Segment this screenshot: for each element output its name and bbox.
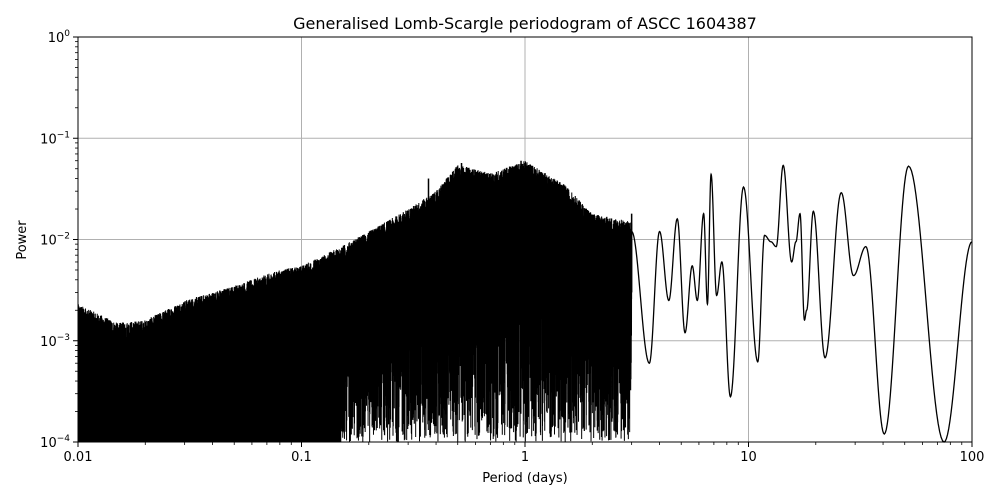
x-tick-label: 100 (960, 450, 985, 465)
y-axis-label: Power (15, 220, 30, 260)
data-series (77, 160, 973, 443)
y-tick-label: 10−1 (40, 130, 70, 147)
y-tick-label: 10−4 (40, 434, 70, 451)
periodogram-smooth-line (631, 164, 973, 443)
x-tick-label: 0.01 (64, 450, 93, 465)
x-tick-label: 0.1 (291, 450, 312, 465)
y-tick-label: 10−2 (40, 232, 70, 249)
chart-title: Generalised Lomb-Scargle periodogram of … (293, 14, 757, 33)
y-tick-label: 10−3 (40, 333, 70, 350)
x-tick-label: 1 (521, 450, 529, 465)
x-axis-ticks: 0.01 0.1 1 10 100 (64, 442, 985, 465)
y-axis-ticks: 100 10−1 10−2 10−3 10−4 (40, 29, 78, 451)
y-tick-label: 100 (48, 29, 71, 46)
x-tick-label: 10 (740, 450, 757, 465)
x-axis-label: Period (days) (482, 471, 568, 486)
periodogram-dense-line (77, 161, 633, 443)
